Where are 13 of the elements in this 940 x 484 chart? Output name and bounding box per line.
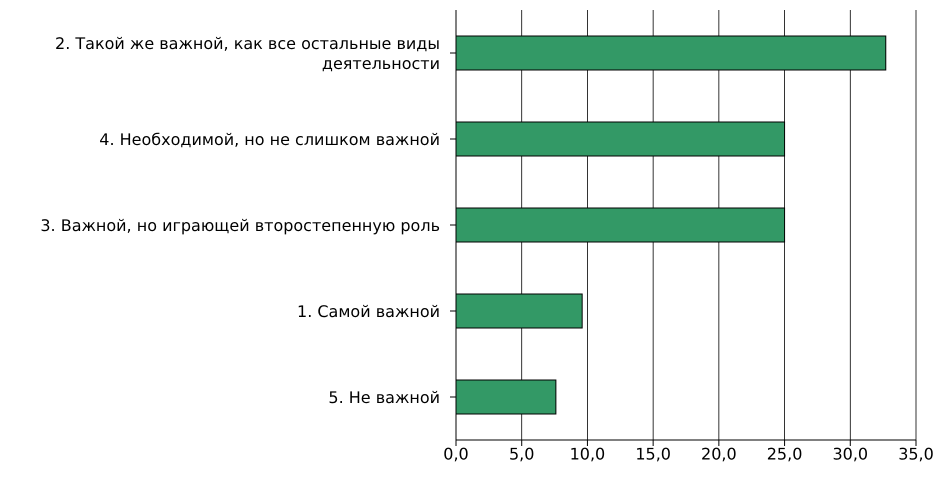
x-tick-label: 10,0 <box>570 444 606 464</box>
y-tick-label: 1. Самой важной <box>297 302 440 320</box>
x-tick-label: 5,0 <box>508 444 534 464</box>
y-tick-label: 5. Не важной <box>328 388 440 406</box>
y-tick-label: 2. Такой же важной, как все остальные виды деятельности <box>55 34 440 72</box>
y-tick-label: 4. Необходимой, но не слишком важной <box>99 130 440 148</box>
x-tick-label: 30,0 <box>832 444 868 464</box>
x-tick-label: 15,0 <box>635 444 671 464</box>
x-tick-label: 20,0 <box>701 444 737 464</box>
x-tick-label: 35,0 <box>898 444 934 464</box>
x-tick-label: 25,0 <box>766 444 802 464</box>
x-tick-label: 0,0 <box>443 444 469 464</box>
y-tick-label: 3. Важной, но играющей второстепенную роль <box>40 216 440 234</box>
